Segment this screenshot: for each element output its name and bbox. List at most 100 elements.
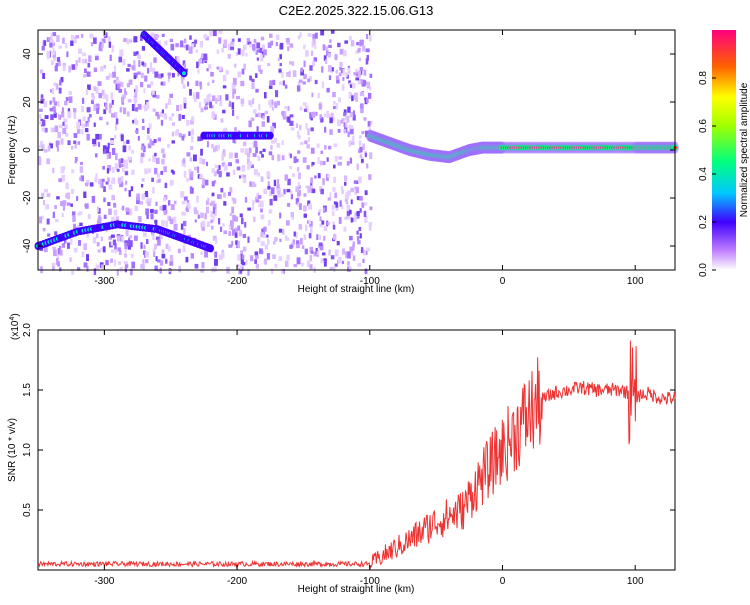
noise-speck [185,44,189,51]
noise-speck [242,246,247,252]
noise-speck [122,145,127,153]
noise-speck [234,231,238,238]
noise-speck [259,200,264,208]
noise-speck [303,44,306,50]
noise-speck [141,46,146,51]
noise-speck [165,258,168,264]
noise-speck [183,196,188,201]
noise-speck [195,80,199,86]
noise-speck [252,152,257,157]
noise-speck [102,93,107,100]
noise-speck [350,187,355,193]
noise-speck [52,246,56,250]
noise-speck [84,58,87,64]
noise-speck [75,60,78,67]
noise-speck [255,263,259,269]
noise-speck [366,82,370,88]
noise-speck [82,116,86,122]
noise-speck [171,140,175,144]
noise-speck [356,235,360,242]
noise-speck [324,259,327,264]
noise-speck [163,166,167,173]
noise-speck [86,71,91,77]
noise-speck [205,161,209,167]
noise-speck [138,216,142,223]
noise-speck [122,205,125,211]
noise-speck [57,113,61,119]
noise-speck [172,216,177,223]
noise-speck [357,262,362,267]
noise-speck [291,61,295,66]
noise-speck [108,73,113,78]
noise-speck [84,128,89,133]
noise-speck [352,114,356,121]
noise-speck [67,140,71,146]
noise-speck [309,264,313,270]
noise-speck [58,45,63,49]
noise-speck [332,224,336,230]
noise-speck [133,101,136,108]
noise-speck [329,129,333,136]
noise-speck [174,130,179,136]
noise-speck [72,215,76,222]
noise-speck [80,161,83,166]
noise-speck [315,111,318,116]
noise-speck [274,237,278,242]
noise-speck [171,122,175,126]
noise-speck [128,237,131,241]
noise-speck [237,38,241,42]
noise-speck [356,163,359,170]
noise-speck [292,70,297,78]
noise-speck [70,40,74,47]
colorbar-tick-label: 0.6 [698,119,709,133]
noise-speck [229,212,233,217]
noise-speck [43,149,48,153]
noise-speck [231,241,234,246]
noise-speck [337,257,342,264]
noise-speck [52,48,55,56]
noise-speck [312,33,316,40]
noise-speck [157,137,162,142]
noise-speck [156,173,161,178]
noise-speck [39,157,42,165]
snr-exponent-power: 4 [9,317,16,321]
noise-speck [145,208,149,216]
noise-speck [316,143,320,148]
noise-speck [273,195,278,201]
noise-speck [329,114,332,118]
noise-speck [183,227,186,235]
noise-speck [356,42,360,46]
noise-speck [218,170,222,178]
noise-speck [357,240,361,245]
noise-speck [142,232,147,237]
noise-speck [141,61,145,66]
noise-speck [306,165,310,170]
noise-speck [289,244,293,249]
noise-speck [39,108,43,112]
noise-speck [238,175,242,179]
noise-speck [112,71,116,78]
noise-speck [272,122,276,129]
noise-speck [198,102,202,108]
noise-speck [211,168,215,174]
noise-speck [59,249,63,256]
noise-speck [42,72,46,79]
noise-speck [309,112,312,119]
noise-speck [53,82,57,86]
noise-speck [146,212,149,219]
noise-speck [355,70,360,76]
noise-speck [341,189,345,195]
noise-speck [74,143,77,149]
noise-speck [97,217,102,224]
noise-speck [49,100,52,105]
noise-speck [126,111,130,117]
noise-speck [303,73,307,80]
noise-speck [155,34,160,38]
noise-speck [356,196,361,201]
noise-speck [311,161,315,166]
noise-speck [319,216,322,222]
noise-speck [169,218,174,225]
noise-speck [161,33,165,37]
noise-speck [91,95,95,101]
